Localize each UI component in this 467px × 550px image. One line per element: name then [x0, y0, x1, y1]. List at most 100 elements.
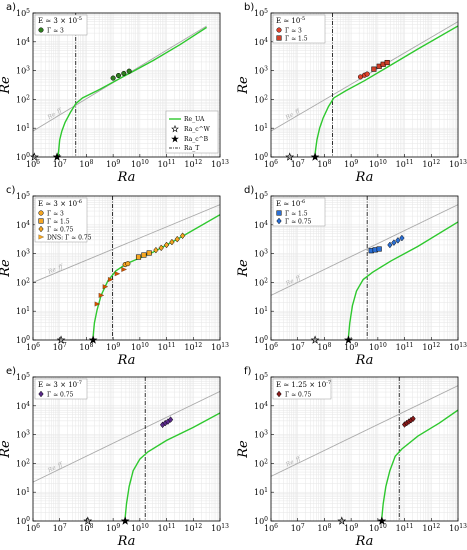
data-point-0-2	[364, 71, 370, 77]
x-axis-label: Ra	[355, 170, 374, 185]
free-fall-line	[271, 385, 458, 477]
x-tick-label: 108	[317, 342, 331, 352]
x-tick-label: 107	[53, 342, 67, 352]
x-axis-label: Ra	[117, 170, 136, 185]
curve-legend-ra-c-w: Ra_c^W	[184, 126, 211, 133]
x-tick-label: 1011	[158, 342, 176, 352]
y-tick-label: 100	[254, 152, 268, 162]
legend-entry-label: Γ ≃ 0.75	[47, 392, 74, 399]
re-ua-curve	[314, 25, 458, 157]
curve-legend: Re_UA Ra_c^W Ra_c^B Ra_T	[165, 110, 219, 154]
data-point-3-3	[108, 277, 114, 282]
y-tick-label: 103	[16, 249, 30, 259]
legend-marker-0	[38, 390, 44, 398]
y-tick-label: 105	[16, 191, 30, 201]
data-point-1-0	[387, 241, 393, 249]
legend-entry-label: Γ ≃ 3	[47, 211, 64, 218]
legend-title: E ≃ 3 × 10-7	[38, 380, 82, 389]
re-ua-curve	[124, 412, 220, 521]
x-tick-label: 108	[79, 159, 93, 169]
x-tick-label: 109	[344, 523, 358, 533]
y-tick-label: 100	[16, 335, 30, 345]
x-axis-label: Ra	[355, 534, 374, 549]
y-axis-label: Re	[236, 440, 251, 459]
x-tick-label: 106	[264, 159, 278, 169]
data-point-2-0	[153, 246, 159, 254]
x-tick-label: 1013	[211, 523, 229, 533]
legend-entry-label: Γ ≃ 1.5	[47, 219, 70, 226]
legend: E ≃ 10-5 Γ ≃ 3Γ ≃ 1.5	[272, 14, 326, 44]
re-ua-curve	[57, 26, 208, 157]
y-tick-label: 104	[254, 37, 268, 47]
data-point-3-1	[98, 292, 105, 298]
x-tick-label: 1011	[396, 523, 414, 533]
y-tick-label: 100	[254, 335, 268, 345]
x-tick-label: 1013	[211, 159, 229, 169]
x-tick-label: 1011	[396, 342, 414, 352]
legend: E ≃ 3 × 10-5 Γ ≃ 3	[34, 14, 88, 36]
x-tick-label: 109	[106, 159, 120, 169]
x-tick-label: 1013	[211, 342, 229, 352]
y-tick-label: 103	[254, 249, 268, 259]
y-tick-label: 101	[16, 487, 30, 497]
y-tick-label: 105	[16, 372, 30, 382]
data-point-1-1	[391, 239, 397, 246]
x-tick-label: 1010	[131, 523, 149, 533]
axes-frame	[32, 195, 221, 341]
y-tick-label: 101	[254, 306, 268, 316]
data-point-3-0	[94, 301, 101, 307]
panel-label: e)	[6, 366, 16, 377]
y-tick-label: 102	[16, 94, 30, 104]
axes-frame	[270, 376, 459, 522]
legend-entry-label: Γ ≃ 0.75	[47, 227, 74, 234]
data-point-1-2	[395, 237, 401, 244]
x-tick-label: 1011	[158, 523, 176, 533]
x-tick-label: 106	[26, 342, 40, 352]
x-tick-label: 106	[264, 523, 278, 533]
free-fall-line	[33, 390, 220, 483]
data-point-2-2	[163, 241, 170, 249]
axes-frame	[32, 12, 221, 158]
grid	[32, 196, 220, 341]
x-tick-label: 1012	[422, 523, 440, 533]
legend-entry-label: Γ ≃ 1.5	[285, 36, 308, 43]
legend-marker-0	[38, 210, 44, 216]
y-tick-label: 102	[254, 277, 268, 287]
data-point-0-2	[121, 70, 127, 77]
x-tick-label: 109	[344, 159, 358, 169]
data-point-1-2	[146, 250, 152, 256]
y-tick-label: 101	[16, 123, 30, 133]
grid	[32, 377, 220, 522]
x-tick-label: 1013	[449, 523, 467, 533]
legend-marker-2	[38, 225, 44, 233]
x-tick-label: 1010	[131, 342, 149, 352]
data-point-3-2	[102, 284, 109, 290]
y-tick-label: 105	[254, 372, 268, 382]
data-point-2-5	[179, 232, 186, 240]
y-tick-label: 102	[16, 458, 30, 468]
legend-entry-label: Γ ≃ 3	[47, 28, 64, 35]
y-axis-label: Re	[236, 259, 251, 278]
legend-entry-label: Γ ≃ 1.5	[285, 211, 308, 218]
x-axis-label: Ra	[355, 353, 374, 368]
x-tick-label: 107	[291, 523, 305, 533]
y-tick-label: 102	[254, 94, 268, 104]
x-tick-label: 1010	[369, 159, 387, 169]
data-point-0-3	[167, 416, 174, 423]
y-tick-label: 102	[16, 277, 30, 287]
y-tick-label: 105	[254, 191, 268, 201]
y-tick-label: 104	[254, 401, 268, 411]
y-tick-label: 100	[16, 152, 30, 162]
y-tick-label: 100	[16, 516, 30, 526]
legend: E ≃ 1.25 × 10-7 Γ ≃ 0.75	[272, 378, 332, 400]
panel-label: f)	[244, 366, 252, 377]
y-tick-label: 103	[16, 430, 30, 440]
x-tick-label: 109	[344, 342, 358, 352]
y-tick-label: 105	[16, 8, 30, 18]
x-tick-label: 109	[106, 342, 120, 352]
re-ua-curve	[347, 221, 458, 340]
